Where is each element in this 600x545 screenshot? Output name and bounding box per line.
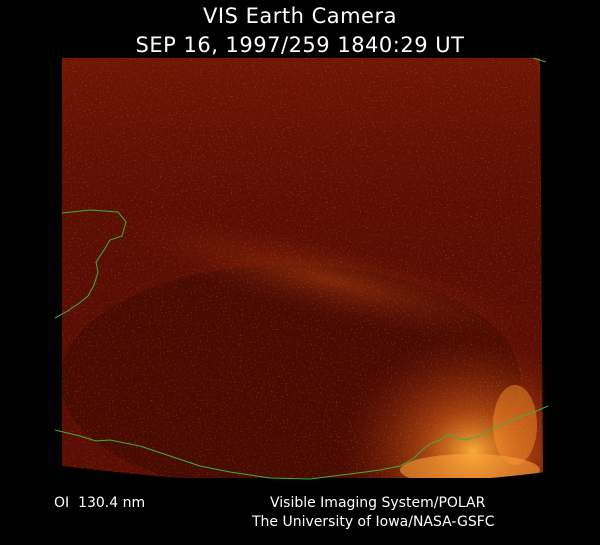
image-timestamp: SEP 16, 1997/259 1840:29 UT — [135, 33, 465, 57]
credit-label: The University of Iowa/NASA-GSFC — [252, 514, 495, 530]
image-title: VIS Earth Camera — [203, 4, 397, 28]
coastline-overlay — [54, 57, 549, 480]
wavelength-label: OI 130.4 nm — [54, 495, 146, 511]
instrument-label: Visible Imaging System/POLAR — [270, 495, 486, 511]
aurora-image-region — [62, 58, 543, 478]
